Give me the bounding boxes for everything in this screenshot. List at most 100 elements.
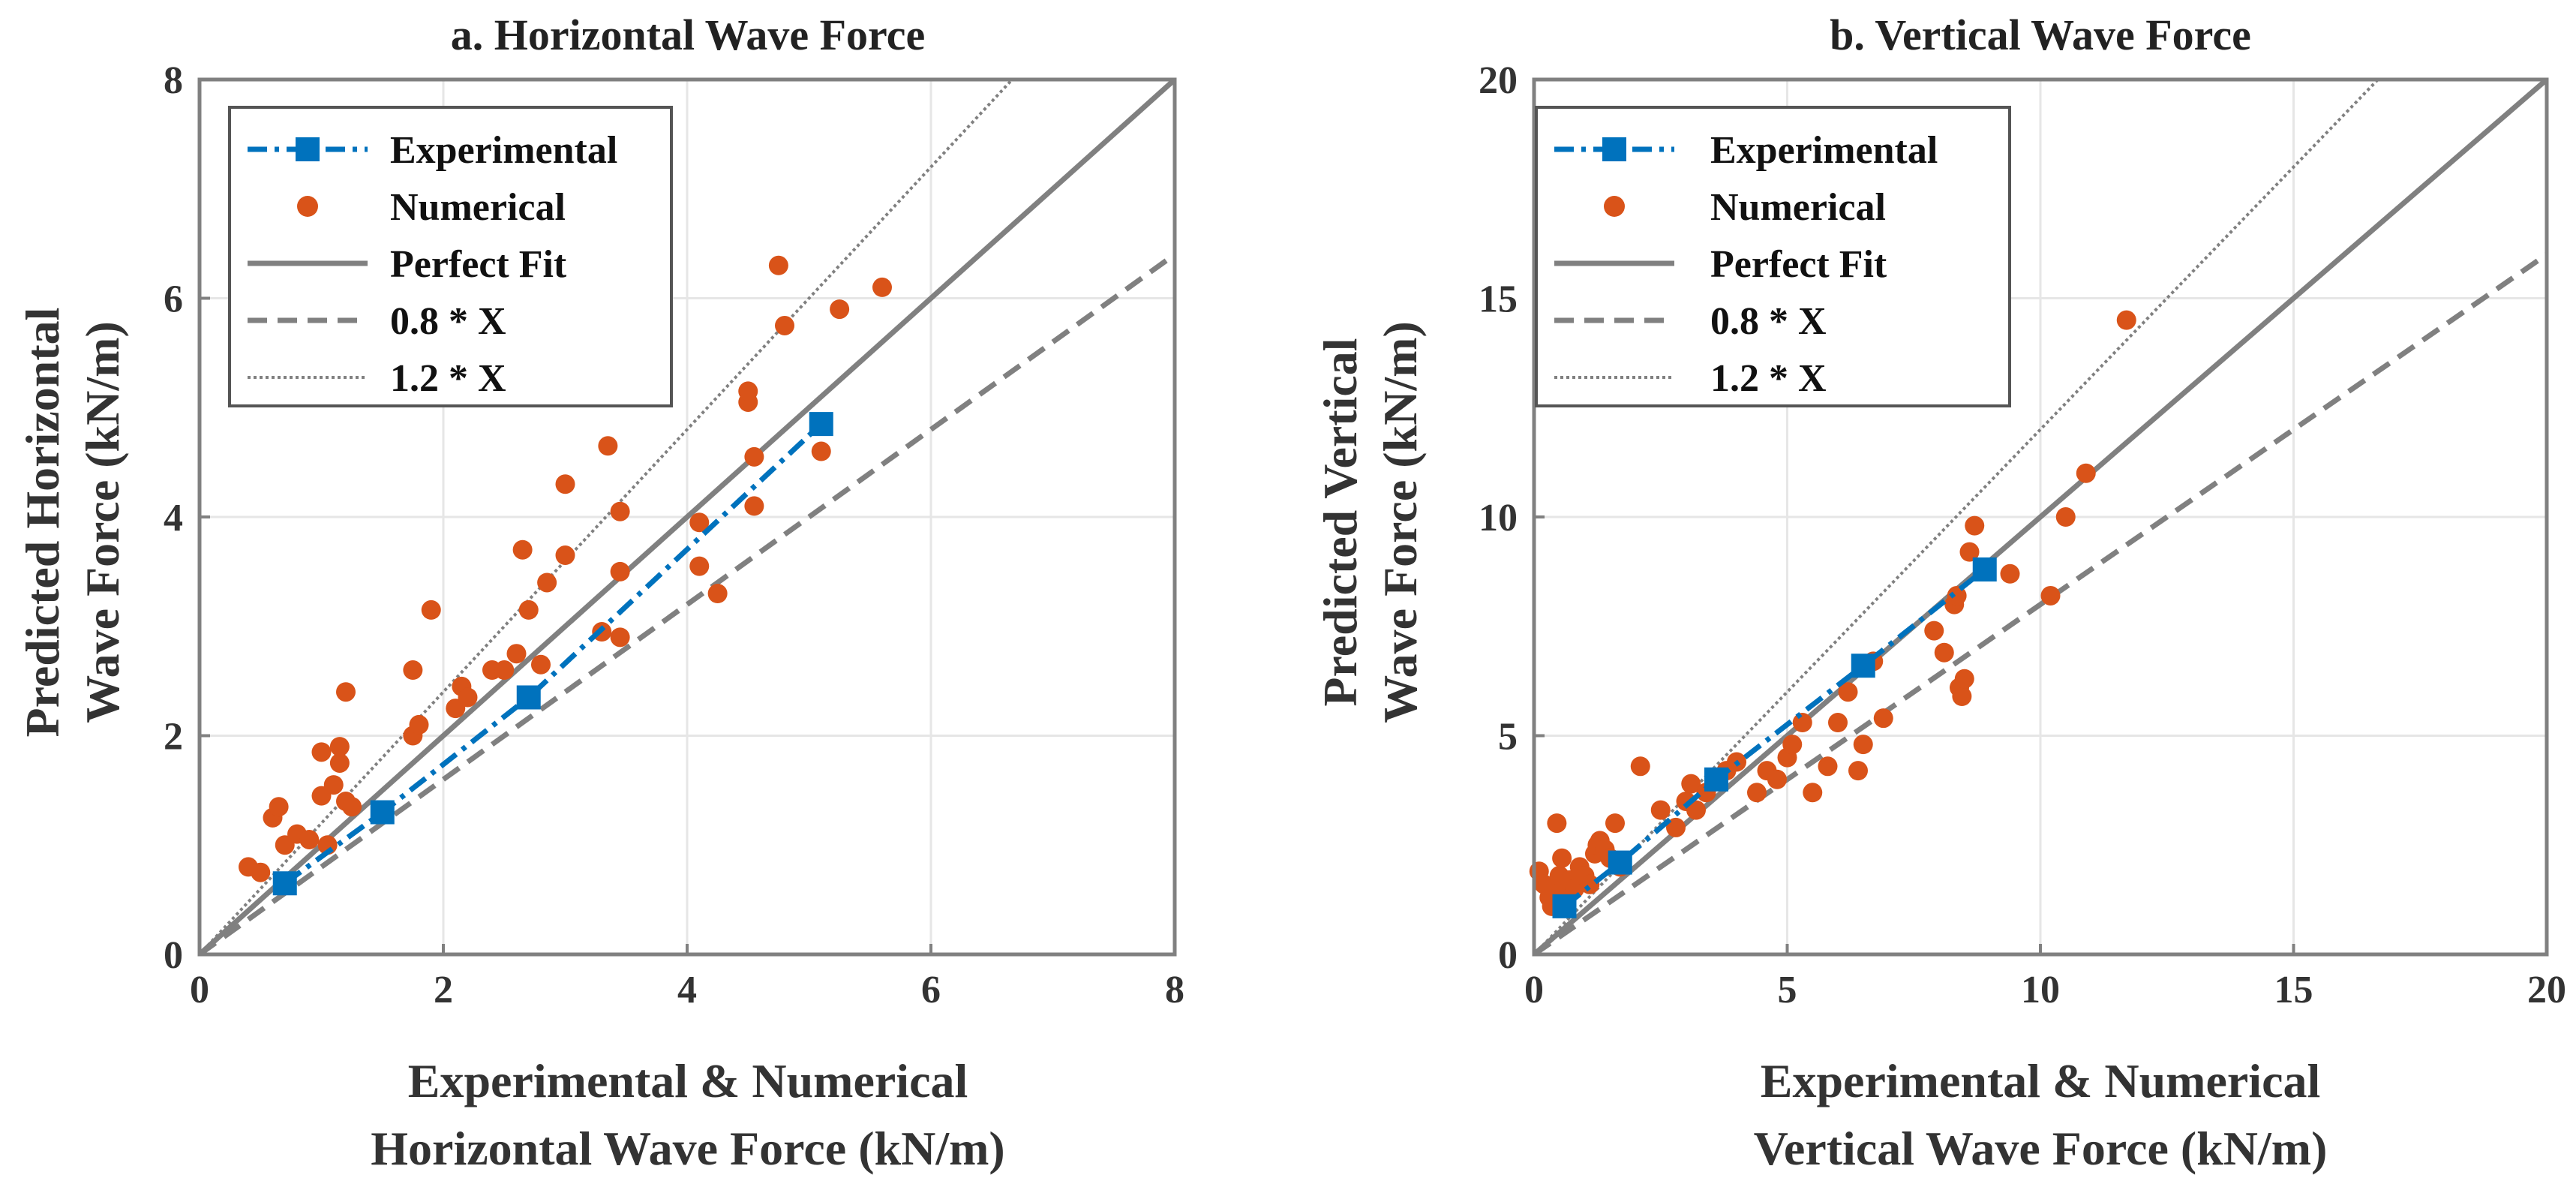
panel-a-experimental-point bbox=[516, 685, 541, 710]
panel-b-numerical-point bbox=[1650, 800, 1671, 820]
panel-b-numerical-point bbox=[1681, 774, 1701, 794]
panel-a-numerical-point bbox=[598, 436, 618, 456]
panel-b-legend-1.2x-label: 1.2 * X bbox=[1710, 357, 1827, 400]
panel-b-xlabel-line1: Experimental & Numerical bbox=[1761, 1054, 2321, 1107]
panel-a-ylabel-line2: Wave Force (kN/m) bbox=[76, 321, 129, 723]
panel-a-numerical-point bbox=[830, 299, 850, 320]
panel-b-numerical-point bbox=[1954, 669, 1974, 689]
panel-b-numerical-point bbox=[1873, 708, 1893, 729]
panel-a-numerical-point bbox=[738, 381, 758, 401]
panel-b-numerical-point bbox=[1630, 756, 1650, 777]
panel-b-ticks: 0 5 10 15 20 0 5 10 15 20 bbox=[1479, 59, 2566, 1011]
panel-b-experimental-point bbox=[1972, 557, 1997, 581]
panel-a-numerical-point bbox=[336, 682, 356, 702]
panel-a-ytick-label-8: 8 bbox=[164, 59, 183, 102]
panel-b-experimental-series bbox=[1552, 557, 1997, 918]
panel-b-ytick-label-5: 5 bbox=[1498, 716, 1518, 759]
panel-a-legend-numerical-label: Numerical bbox=[390, 186, 566, 229]
panel-b-legend-perfect-fit-label: Perfect Fit bbox=[1710, 243, 1887, 286]
panel-a-numerical-point bbox=[506, 644, 527, 664]
panel-b-numerical-point bbox=[1934, 642, 1954, 663]
panel-a-ytick-label-0: 0 bbox=[164, 934, 183, 977]
panel-b-numerical-point bbox=[1828, 713, 1848, 733]
panel-a-experimental-series bbox=[272, 412, 833, 896]
panel-a-numerical-point bbox=[537, 572, 557, 593]
panel-a-xlabel-line2: Horizontal Wave Force (kN/m) bbox=[371, 1122, 1004, 1175]
panel-b-legend-experimental-label: Experimental bbox=[1710, 129, 1938, 172]
panel-a-numerical-point bbox=[409, 714, 429, 735]
panel-b-numerical-point bbox=[1580, 874, 1600, 894]
panel-a-numerical-points bbox=[239, 255, 892, 882]
panel-b-xtick-label-15: 15 bbox=[2274, 969, 2313, 1011]
panel-b-numerical-point bbox=[1803, 783, 1823, 803]
panel-a-numerical-point bbox=[775, 315, 794, 335]
panel-a-xtick-label-4: 4 bbox=[677, 969, 697, 1011]
panel-b-numerical-point bbox=[1552, 848, 1572, 868]
panel-b-legend-numerical-marker bbox=[1604, 196, 1625, 217]
panel-b-numerical-point bbox=[2040, 585, 2061, 606]
panel-b-numerical-point bbox=[1565, 879, 1584, 899]
panel-a-numerical-point bbox=[872, 277, 892, 297]
panel-a-experimental-point bbox=[370, 800, 395, 825]
panel-a-xtick-label-2: 2 bbox=[434, 969, 453, 1011]
panel-b-experimental-point bbox=[1608, 850, 1632, 875]
panel-a-legend-1.2x-label: 1.2 * X bbox=[390, 357, 506, 400]
panel-a-legend-experimental-marker bbox=[296, 137, 320, 161]
panel-a-numerical-point bbox=[403, 660, 423, 681]
panel-a-line-perfect-fit bbox=[200, 80, 1175, 954]
panel-a-ylabel-line1: Predicted Horizontal bbox=[16, 308, 69, 738]
panel-b-numerical-point bbox=[1952, 687, 1972, 707]
panel-b-experimental-point bbox=[1704, 767, 1728, 792]
panel-a-ytick-label-4: 4 bbox=[164, 497, 183, 539]
panel-b-xtick-label-5: 5 bbox=[1778, 969, 1797, 1011]
panel-a-numerical-point bbox=[512, 539, 533, 560]
panel-a-numerical-point bbox=[555, 474, 575, 494]
panel-b-experimental-point bbox=[1552, 894, 1577, 918]
panel-a-line-1.2x bbox=[200, 80, 1015, 954]
panel-b-numerical-point bbox=[1924, 621, 1944, 641]
panel-a-numerical-point bbox=[518, 600, 539, 620]
panel-a-ticks: 0 2 4 6 8 0 2 4 6 8 bbox=[164, 59, 1184, 1011]
panel-a-xtick-label-8: 8 bbox=[1165, 969, 1184, 1011]
panel-a-line-0.8x bbox=[200, 252, 1175, 954]
panel-a-reference-lines bbox=[200, 80, 1175, 954]
panel-a-numerical-point bbox=[299, 829, 320, 849]
panel-a-xtick-label-6: 6 bbox=[921, 969, 941, 1011]
panel-a-numerical-point bbox=[494, 660, 515, 681]
panel-b-legend-experimental-marker bbox=[1602, 137, 1626, 161]
panel-a-numerical-point bbox=[329, 737, 350, 757]
panel-b-numerical-point bbox=[1605, 813, 1625, 834]
panel-b-xtick-label-20: 20 bbox=[2527, 969, 2566, 1011]
panel-a-legend-0.8x-label: 0.8 * X bbox=[390, 300, 506, 343]
panel-b-numerical-point bbox=[2000, 563, 2020, 584]
panel-b-legend-0.8x-label: 0.8 * X bbox=[1710, 300, 1827, 343]
panel-a-legend-numerical-marker bbox=[297, 196, 318, 217]
panel-a-title: a. Horizontal Wave Force bbox=[451, 11, 926, 59]
panel-a-experimental-point bbox=[809, 412, 833, 437]
panel-a-xtick-label-0: 0 bbox=[190, 969, 209, 1011]
panel-a-ytick-label-2: 2 bbox=[164, 716, 183, 759]
panel-b-numerical-point bbox=[1848, 761, 1868, 781]
panel-a-experimental-line bbox=[283, 422, 824, 886]
panel-a-numerical-point bbox=[744, 496, 764, 516]
panel-b-ylabel-line1: Predicted Vertical bbox=[1314, 338, 1367, 706]
panel-a-numerical-point bbox=[421, 600, 441, 620]
panel-a-numerical-point bbox=[689, 556, 710, 576]
panel-a-numerical-point bbox=[311, 742, 332, 762]
panel-a-numerical-point bbox=[323, 775, 344, 795]
panel-a-numerical-point bbox=[555, 545, 575, 566]
panel-b-numerical-point bbox=[1965, 515, 1985, 536]
panel-b-ytick-label-20: 20 bbox=[1479, 59, 1518, 102]
panel-b-xtick-label-10: 10 bbox=[2021, 969, 2060, 1011]
panel-a: 0 2 4 6 8 0 2 4 6 8 a. Horizontal Wave Force Expe… bbox=[16, 11, 1184, 1175]
panel-b-experimental-point bbox=[1851, 654, 1875, 678]
panel-b-numerical-point bbox=[1547, 813, 1567, 834]
panel-a-ytick-label-6: 6 bbox=[164, 278, 183, 321]
panel-a-numerical-point bbox=[689, 512, 710, 533]
panel-b-numerical-point bbox=[1686, 800, 1706, 820]
panel-a-numerical-point bbox=[329, 753, 350, 773]
panel-a-numerical-point bbox=[610, 501, 630, 521]
panel-b-numerical-point bbox=[1838, 682, 1858, 702]
